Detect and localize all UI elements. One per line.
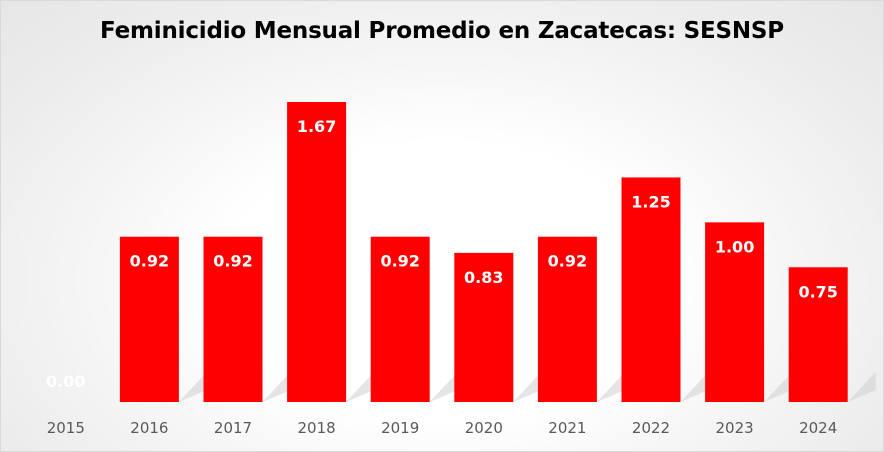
bar-2022 — [621, 177, 681, 402]
bar-2021 — [537, 236, 597, 402]
bar-shadow — [764, 372, 793, 402]
x-tick-label-2022: 2022 — [632, 419, 670, 437]
bars-group — [119, 102, 848, 402]
bar-2023 — [705, 222, 765, 402]
x-tick-label-2021: 2021 — [548, 419, 586, 437]
value-label-2018: 1.67 — [297, 117, 336, 136]
value-label-2015: 0.00 — [46, 372, 85, 391]
bar-2016 — [119, 236, 179, 402]
bar-shadows — [178, 372, 876, 402]
bar-shadow — [262, 372, 291, 402]
chart-title: Feminicidio Mensual Promedio en Zacateca… — [100, 18, 784, 44]
x-tick-label-2020: 2020 — [465, 419, 503, 437]
x-tick-label-2017: 2017 — [214, 419, 252, 437]
bar-shadow — [680, 372, 709, 402]
value-label-2020: 0.83 — [464, 268, 503, 287]
x-tick-label-2023: 2023 — [716, 419, 754, 437]
bar-shadow — [596, 372, 625, 402]
bar-2017 — [203, 236, 263, 402]
value-label-2021: 0.92 — [548, 252, 587, 271]
x-tick-label-2016: 2016 — [130, 419, 168, 437]
bar-shadow — [346, 372, 375, 402]
x-tick-label-2015: 2015 — [47, 419, 85, 437]
x-tick-label-2024: 2024 — [799, 419, 837, 437]
x-tick-label-2018: 2018 — [298, 419, 336, 437]
value-label-2017: 0.92 — [213, 252, 252, 271]
x-axis-tick-labels: 2015 2016 2017 2018 2019 2020 2021 2022 2023 2024 — [47, 419, 838, 437]
bar-shadow — [178, 372, 207, 402]
bar-shadow — [429, 372, 458, 402]
bar-2019 — [370, 236, 430, 402]
value-label-2022: 1.25 — [631, 192, 670, 211]
value-label-2024: 0.75 — [798, 282, 837, 301]
value-labels-group: 0.00 0.92 0.92 1.67 0.92 0.83 0.92 1.25 1.00 0.75 — [46, 117, 838, 391]
value-label-2019: 0.92 — [380, 252, 419, 271]
x-tick-label-2019: 2019 — [381, 419, 419, 437]
bar-2020 — [454, 252, 514, 402]
bar-shadow — [513, 372, 542, 402]
bar-2024 — [788, 267, 848, 402]
bar-2018 — [287, 102, 347, 402]
bar-shadow — [847, 372, 876, 402]
value-label-2023: 1.00 — [715, 237, 754, 256]
value-label-2016: 0.92 — [130, 252, 169, 271]
